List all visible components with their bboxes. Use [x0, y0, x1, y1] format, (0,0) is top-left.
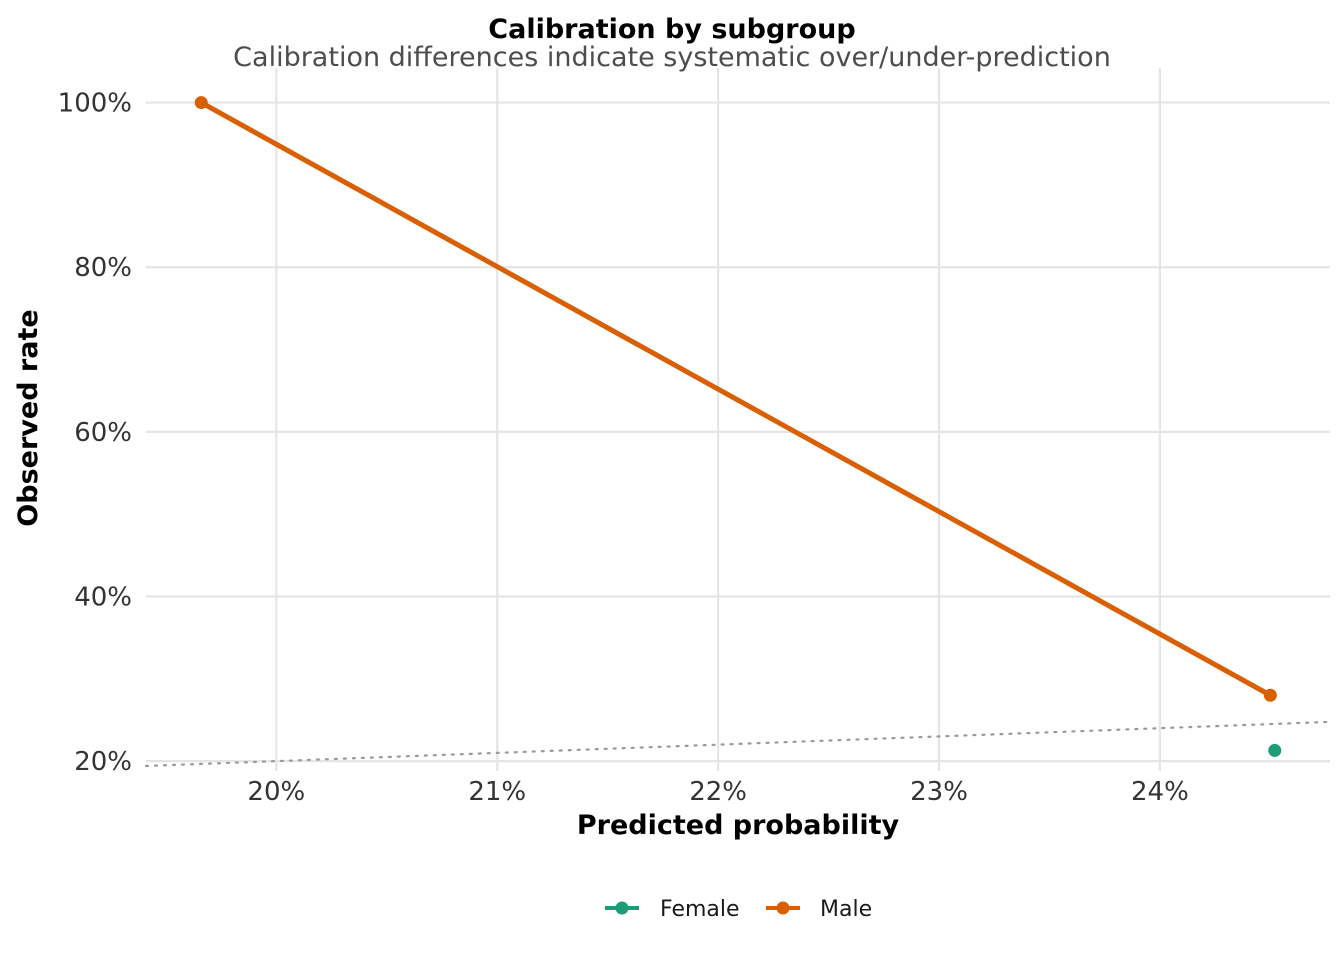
x-tick-label-1: 21%	[468, 777, 526, 807]
legend: Female Male	[605, 897, 872, 922]
x-axis-title: Predicted probability	[577, 810, 900, 841]
x-axis-ticks: 20% 21% 22% 23% 24%	[247, 777, 1188, 807]
x-tick-label-2: 22%	[689, 777, 747, 807]
reference-diagonal-line	[144, 720, 1332, 768]
legend-key-point-female	[615, 901, 629, 915]
x-tick-label-4: 24%	[1131, 777, 1189, 807]
y-tick-label-3: 80%	[74, 253, 132, 283]
chart-subtitle: Calibration differences indicate systema…	[233, 42, 1111, 73]
data-point-male-1	[1263, 688, 1277, 702]
legend-item-male: Male	[766, 897, 872, 922]
data-point-male-0	[194, 96, 208, 110]
series-line-male	[200, 100, 1272, 698]
y-axis-title: Observed rate	[13, 309, 44, 526]
y-tick-label-4: 100%	[58, 89, 132, 119]
legend-label-female: Female	[660, 897, 740, 922]
legend-key-point-male	[776, 901, 790, 915]
y-tick-label-1: 40%	[74, 582, 132, 612]
y-tick-label-2: 60%	[74, 418, 132, 448]
chart-title: Calibration by subgroup	[488, 14, 855, 45]
legend-item-female: Female	[605, 897, 740, 922]
reference-line-layer	[144, 720, 1332, 768]
series-layer	[194, 96, 1282, 757]
legend-label-male: Male	[820, 897, 872, 922]
data-point-female-0	[1268, 743, 1282, 757]
y-axis-ticks: 20% 40% 60% 80% 100%	[58, 89, 132, 778]
grid-lines	[146, 68, 1330, 771]
y-tick-label-0: 20%	[74, 747, 132, 777]
x-tick-label-3: 23%	[910, 777, 968, 807]
x-tick-label-0: 20%	[247, 777, 305, 807]
